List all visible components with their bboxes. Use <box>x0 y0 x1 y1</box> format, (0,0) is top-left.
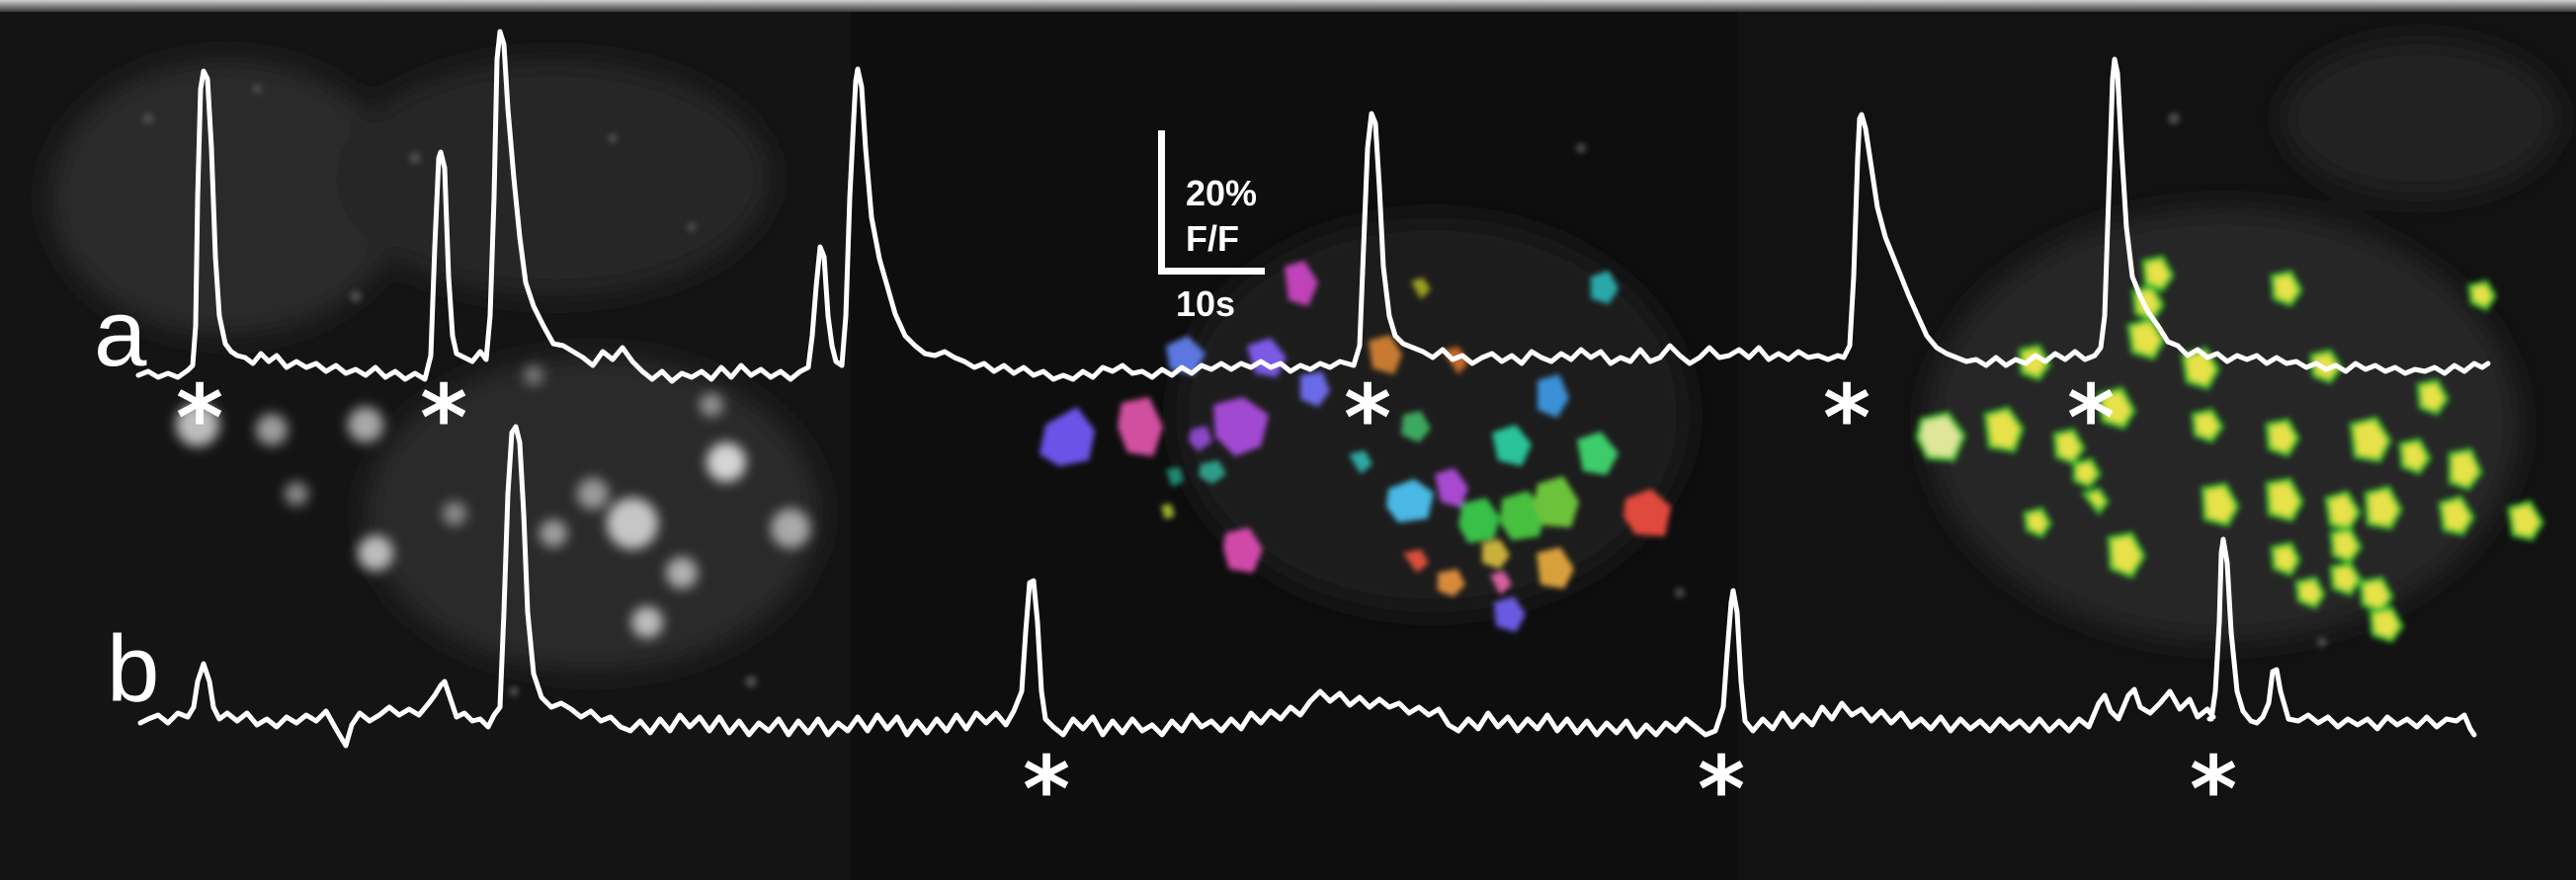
trace-b-line <box>137 424 2477 749</box>
trace-b-label: b <box>107 616 160 722</box>
scale-bar-amplitude-label: 20% <box>1186 173 1258 213</box>
event-marker-asterisk: * <box>2190 737 2238 842</box>
event-marker-asterisk: * <box>1344 365 1392 471</box>
event-marker-asterisk: * <box>1823 365 1871 471</box>
trace-a-line <box>135 29 2491 384</box>
scale-bar-time-label: 10s <box>1176 283 1236 324</box>
trace-a-label: a <box>94 280 147 386</box>
event-marker-asterisk: * <box>420 365 468 471</box>
scale-bar-vertical <box>1158 130 1165 274</box>
event-marker-asterisk: * <box>2067 365 2116 471</box>
scale-bar-horizontal <box>1158 268 1265 275</box>
event-marker-asterisk: * <box>176 365 224 471</box>
scale-bar-unit-label: F/F <box>1186 218 1239 259</box>
event-marker-asterisk: * <box>1023 737 1071 842</box>
event-marker-asterisk: * <box>1698 737 1746 842</box>
